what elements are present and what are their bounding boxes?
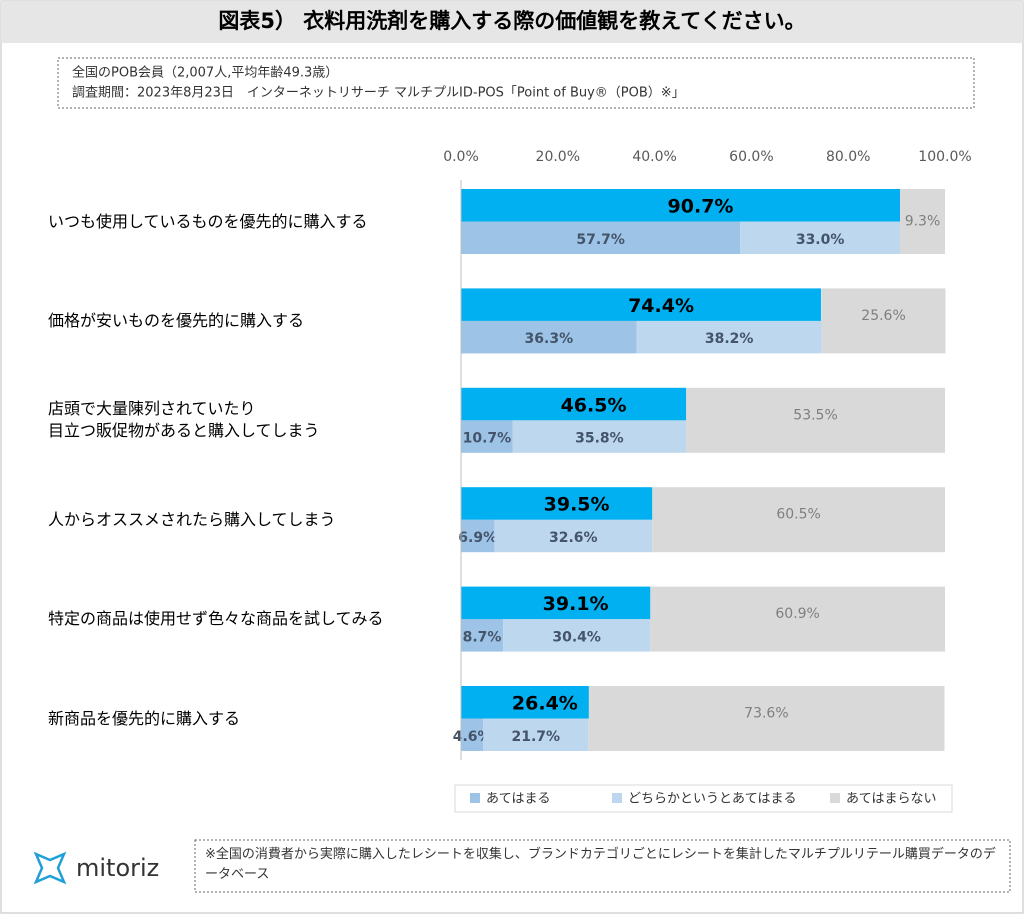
logo-icon <box>33 851 67 885</box>
value-label: 4.6% <box>453 729 492 745</box>
total-label: 46.5% <box>561 394 627 416</box>
value-label: 30.4% <box>552 629 601 645</box>
bar-segment <box>652 487 945 553</box>
bar-segment <box>461 221 741 254</box>
bar-segment <box>899 189 945 254</box>
value-label: 9.3% <box>905 214 941 230</box>
value-label: 60.5% <box>776 507 820 523</box>
value-label: 6.9% <box>458 530 497 546</box>
category-label: 新商品を優先的に購入する <box>48 708 241 728</box>
category-label: 特定の商品は使用せず色々な商品を試してみる <box>48 609 384 629</box>
bar-segment <box>588 686 945 751</box>
bar-segment <box>740 221 900 254</box>
value-label: 57.7% <box>576 232 625 248</box>
value-label: 10.7% <box>463 431 512 447</box>
total-bar <box>461 686 589 719</box>
legend-swatch <box>830 793 840 803</box>
x-tick-label: 20.0% <box>536 149 580 165</box>
total-label: 39.1% <box>543 593 609 615</box>
legend-label: あてはまらない <box>846 792 936 807</box>
category-label: 店頭で大量陳列されていたり 目立つ販促物があると購入してしまう <box>48 399 320 441</box>
bar-segment <box>461 420 513 453</box>
value-label: 8.7% <box>463 629 502 645</box>
bar-segment <box>483 718 589 751</box>
legend-label: どちらかというとあてはまる <box>628 792 796 807</box>
value-label: 38.2% <box>705 331 754 347</box>
logo: mitoriz <box>76 854 159 882</box>
note-box <box>57 57 975 109</box>
footnote-box <box>194 839 1011 893</box>
value-label: 32.6% <box>549 530 598 546</box>
title: 図表5） 衣料用洗剤を購入する際の価値観を教えてください。 <box>218 9 805 33</box>
legend-label: あてはまる <box>486 792 550 807</box>
legend-swatch <box>612 793 622 803</box>
bar-segment <box>512 420 687 453</box>
total-label: 39.5% <box>544 494 610 516</box>
title-bar <box>1 1 1023 43</box>
bar-segment <box>461 619 504 652</box>
bar-segment <box>821 288 946 354</box>
value-label: 35.8% <box>575 431 624 447</box>
category-label: いつも使用しているものを優先的に購入する <box>48 211 368 231</box>
bar-segment <box>461 519 495 553</box>
value-label: 21.7% <box>511 729 560 745</box>
total-bar <box>461 586 651 620</box>
x-tick-label: 100.0% <box>918 149 971 165</box>
total-bar <box>461 288 822 321</box>
value-label: 36.3% <box>525 331 574 347</box>
bar-segment <box>494 519 653 553</box>
total-label: 90.7% <box>668 196 734 218</box>
total-label: 74.4% <box>628 295 694 317</box>
bar-segment <box>461 320 637 354</box>
x-tick-label: 60.0% <box>729 149 773 165</box>
legend-swatch <box>470 793 480 803</box>
category-label: 人からオススメされたら購入してしまう <box>48 509 336 529</box>
total-label: 26.4% <box>512 693 578 715</box>
bar-segment <box>650 586 945 652</box>
value-label: 53.5% <box>793 407 837 423</box>
total-bar <box>461 189 900 222</box>
note: 調査期間：2023年8月23日 インターネットリサーチ マルチプルID-POS「… <box>72 86 685 101</box>
value-label: 25.6% <box>861 308 905 324</box>
x-tick-label: 80.0% <box>826 149 870 165</box>
bar-segment <box>686 387 945 453</box>
bar-segment <box>636 320 822 354</box>
value-label: 73.6% <box>744 706 788 722</box>
footnote: ※全国の消費者から実際に購入したレシートを収集し、ブランドカテゴリごとにレシート… <box>205 847 996 882</box>
value-label: 33.0% <box>796 232 845 248</box>
x-tick-label: 0.0% <box>443 149 479 165</box>
legend-box <box>454 784 953 813</box>
value-label: 60.9% <box>775 606 819 622</box>
bar-segment <box>503 619 651 652</box>
bar-segment <box>461 718 484 751</box>
total-bar <box>461 387 687 421</box>
total-bar <box>461 487 653 520</box>
x-tick-label: 40.0% <box>632 149 676 165</box>
category-label: 価格が安いものを優先的に購入する <box>48 310 305 330</box>
note: 全国のPOB会員（2,007人,平均年齢49.3歳） <box>72 65 338 81</box>
